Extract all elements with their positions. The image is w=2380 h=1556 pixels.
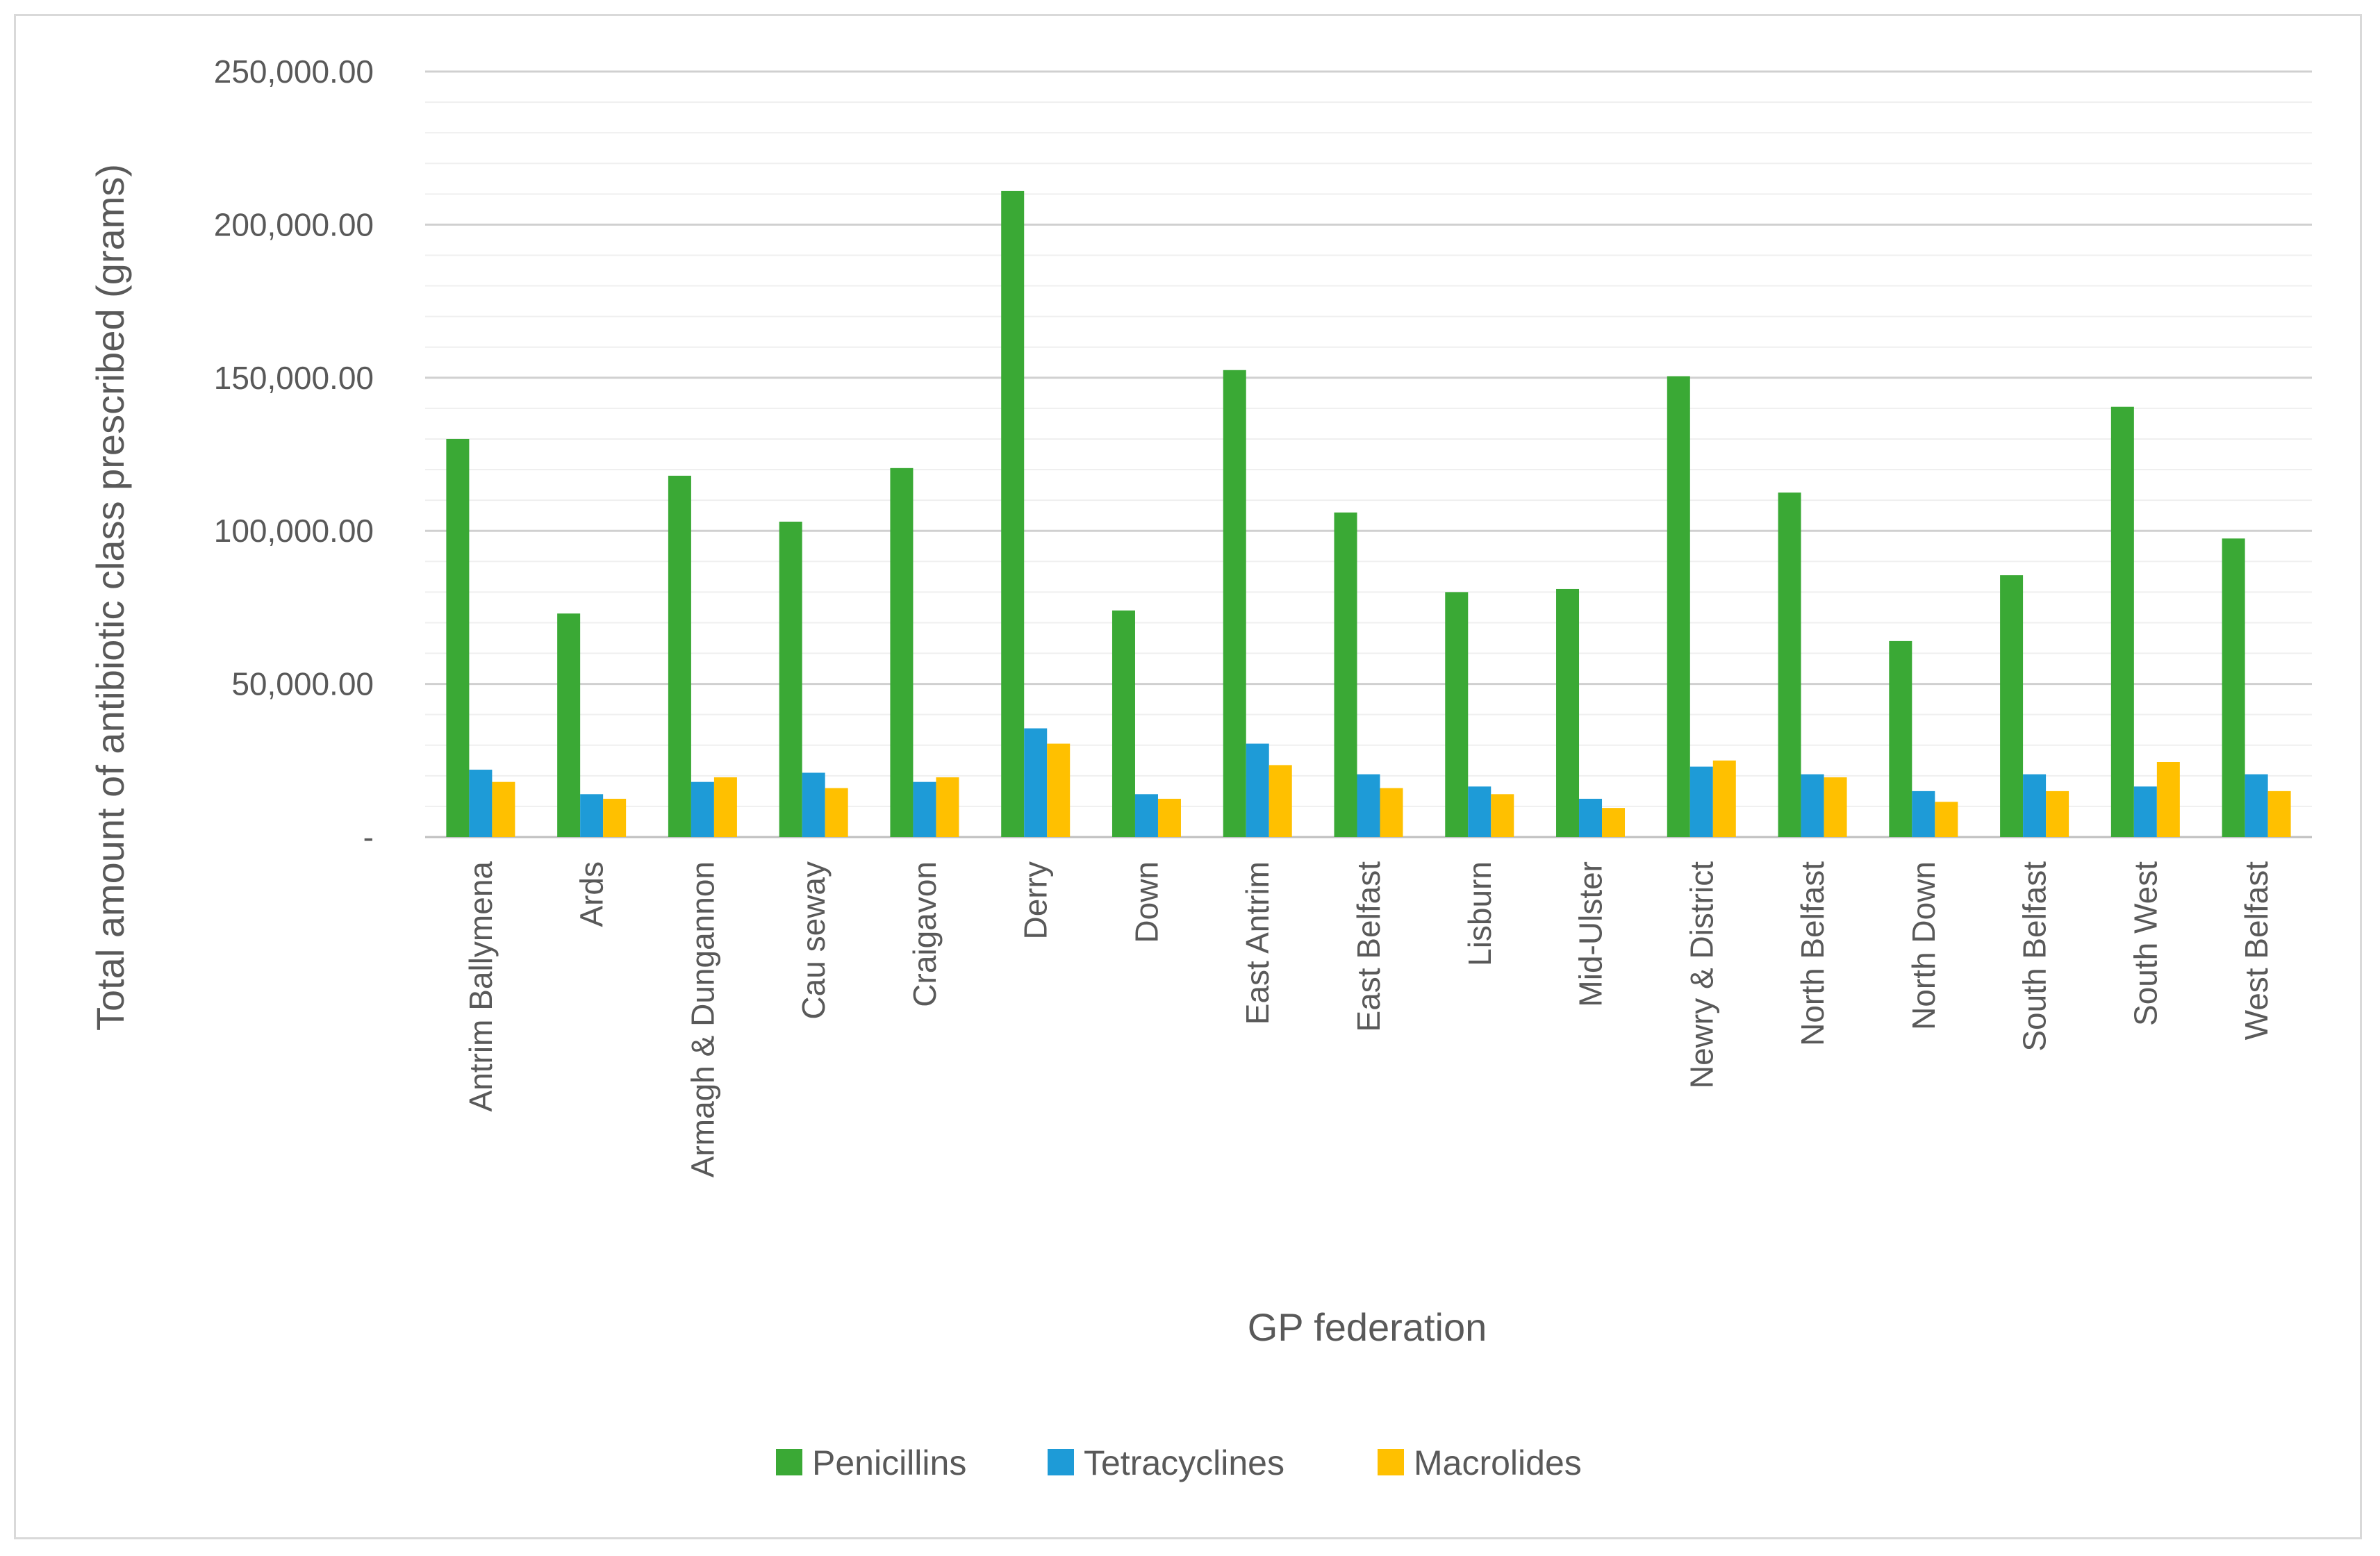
legend-label: Macrolides <box>1414 1443 1582 1482</box>
category-label: West Belfast <box>2238 861 2274 1041</box>
y-tick-label: 100,000.00 <box>214 513 374 549</box>
bar-macrolides <box>1602 808 1626 837</box>
bar-penicillins <box>1556 588 1580 837</box>
bar-tetracyclines <box>691 781 714 837</box>
bar-tetracyclines <box>802 772 825 837</box>
bar-tetracyclines <box>1689 766 1713 837</box>
y-tick-label: 50,000.00 <box>231 666 374 702</box>
bar-penicillins <box>1667 376 1690 837</box>
category-label: Cau seway <box>795 861 832 1020</box>
legend-swatch-macrolides <box>1378 1449 1404 1475</box>
y-axis-ticks: - 50,000.00 100,000.00 150,000.00 200,000.00… <box>214 53 374 855</box>
bar-penicillins <box>446 438 470 837</box>
bar-macrolides <box>825 788 848 837</box>
category-label: North Down <box>1906 861 1942 1030</box>
category-label: Armagh & Dungannon <box>684 861 720 1177</box>
category-label: Derry <box>1018 861 1054 939</box>
category-label: East Antrim <box>1239 861 1275 1025</box>
bar-penicillins <box>668 475 691 837</box>
bar-penicillins <box>2110 406 2134 837</box>
bar-tetracyclines <box>1801 774 1824 837</box>
bar-macrolides <box>1712 760 1736 837</box>
legend-label: Tetracyclines <box>1084 1443 1284 1482</box>
bar-penicillins <box>779 521 802 837</box>
bar-penicillins <box>1778 493 1801 837</box>
bar-penicillins <box>1112 610 1135 837</box>
bar-macrolides <box>1268 765 1292 837</box>
bar-macrolides <box>603 798 627 837</box>
bar-penicillins <box>1445 592 1469 837</box>
bar-penicillins <box>890 467 914 837</box>
bar-macrolides <box>1935 802 1958 837</box>
bar-penicillins <box>2222 538 2245 837</box>
y-tick-label: 150,000.00 <box>214 360 374 396</box>
x-axis-categories: Antrim Ballymena Ards Armagh & Dungannon Ca… <box>463 861 2274 1178</box>
category-label: North Belfast <box>1794 861 1831 1046</box>
chart-frame <box>14 14 2362 1539</box>
category-label: Ards <box>574 861 610 927</box>
category-label: East Belfast <box>1350 861 1387 1032</box>
bar-macrolides <box>713 777 737 837</box>
category-label: Mid-Ulster <box>1573 861 1609 1007</box>
category-label: Craigavon <box>907 861 943 1007</box>
gridlines <box>425 70 2312 838</box>
y-tick-label: 250,000.00 <box>214 53 374 90</box>
bar-tetracyclines <box>1579 798 1603 837</box>
y-tick-label: 200,000.00 <box>214 206 374 242</box>
category-label: South Belfast <box>2017 861 2053 1052</box>
bar-macrolides <box>1047 743 1071 837</box>
bar-penicillins <box>1223 370 1246 837</box>
bars <box>446 190 2291 837</box>
bar-macrolides <box>2156 762 2180 837</box>
category-label: Newry & District <box>1683 861 1719 1089</box>
bar-tetracyclines <box>2023 774 2047 837</box>
bar-macrolides <box>2046 791 2069 837</box>
category-label: Lisburn <box>1462 861 1498 966</box>
category-label: Down <box>1128 861 1164 943</box>
bar-tetracyclines <box>2245 774 2268 837</box>
bar-tetracyclines <box>913 781 936 837</box>
bar-penicillins <box>1001 190 1025 837</box>
legend-label: Penicillins <box>812 1443 966 1482</box>
category-label: Antrim Ballymena <box>463 861 499 1112</box>
bar-macrolides <box>2267 791 2291 837</box>
bar-macrolides <box>1380 788 1403 837</box>
bar-tetracyclines <box>1024 728 1048 837</box>
bar-macrolides <box>1157 798 1181 837</box>
legend-swatch-tetracyclines <box>1048 1449 1074 1475</box>
bar-penicillins <box>2000 575 2024 837</box>
bar-tetracyclines <box>1246 743 1269 837</box>
bar-macrolides <box>492 781 515 837</box>
bar-tetracyclines <box>580 794 604 837</box>
legend: Penicillins Tetracyclines Macrolides <box>776 1443 1582 1482</box>
bar-tetracyclines <box>1357 774 1380 837</box>
bar-tetracyclines <box>1134 794 1158 837</box>
category-label: South West <box>2127 861 2163 1026</box>
y-tick-label: - <box>363 819 374 855</box>
bar-tetracyclines <box>469 770 493 837</box>
bar-penicillins <box>1334 512 1357 837</box>
x-axis-title: GP federation <box>1248 1305 1487 1349</box>
bar-macrolides <box>1491 794 1514 837</box>
bar-penicillins <box>1889 640 1912 837</box>
bar-tetracyclines <box>2133 786 2157 837</box>
bar-macrolides <box>1824 777 1847 837</box>
bar-tetracyclines <box>1468 786 1491 837</box>
bar-macrolides <box>936 777 959 837</box>
bar-tetracyclines <box>1912 791 1935 837</box>
y-axis-title: Total amount of antibiotic class prescri… <box>88 164 132 1031</box>
bar-penicillins <box>557 613 581 837</box>
legend-swatch-penicillins <box>776 1449 802 1475</box>
